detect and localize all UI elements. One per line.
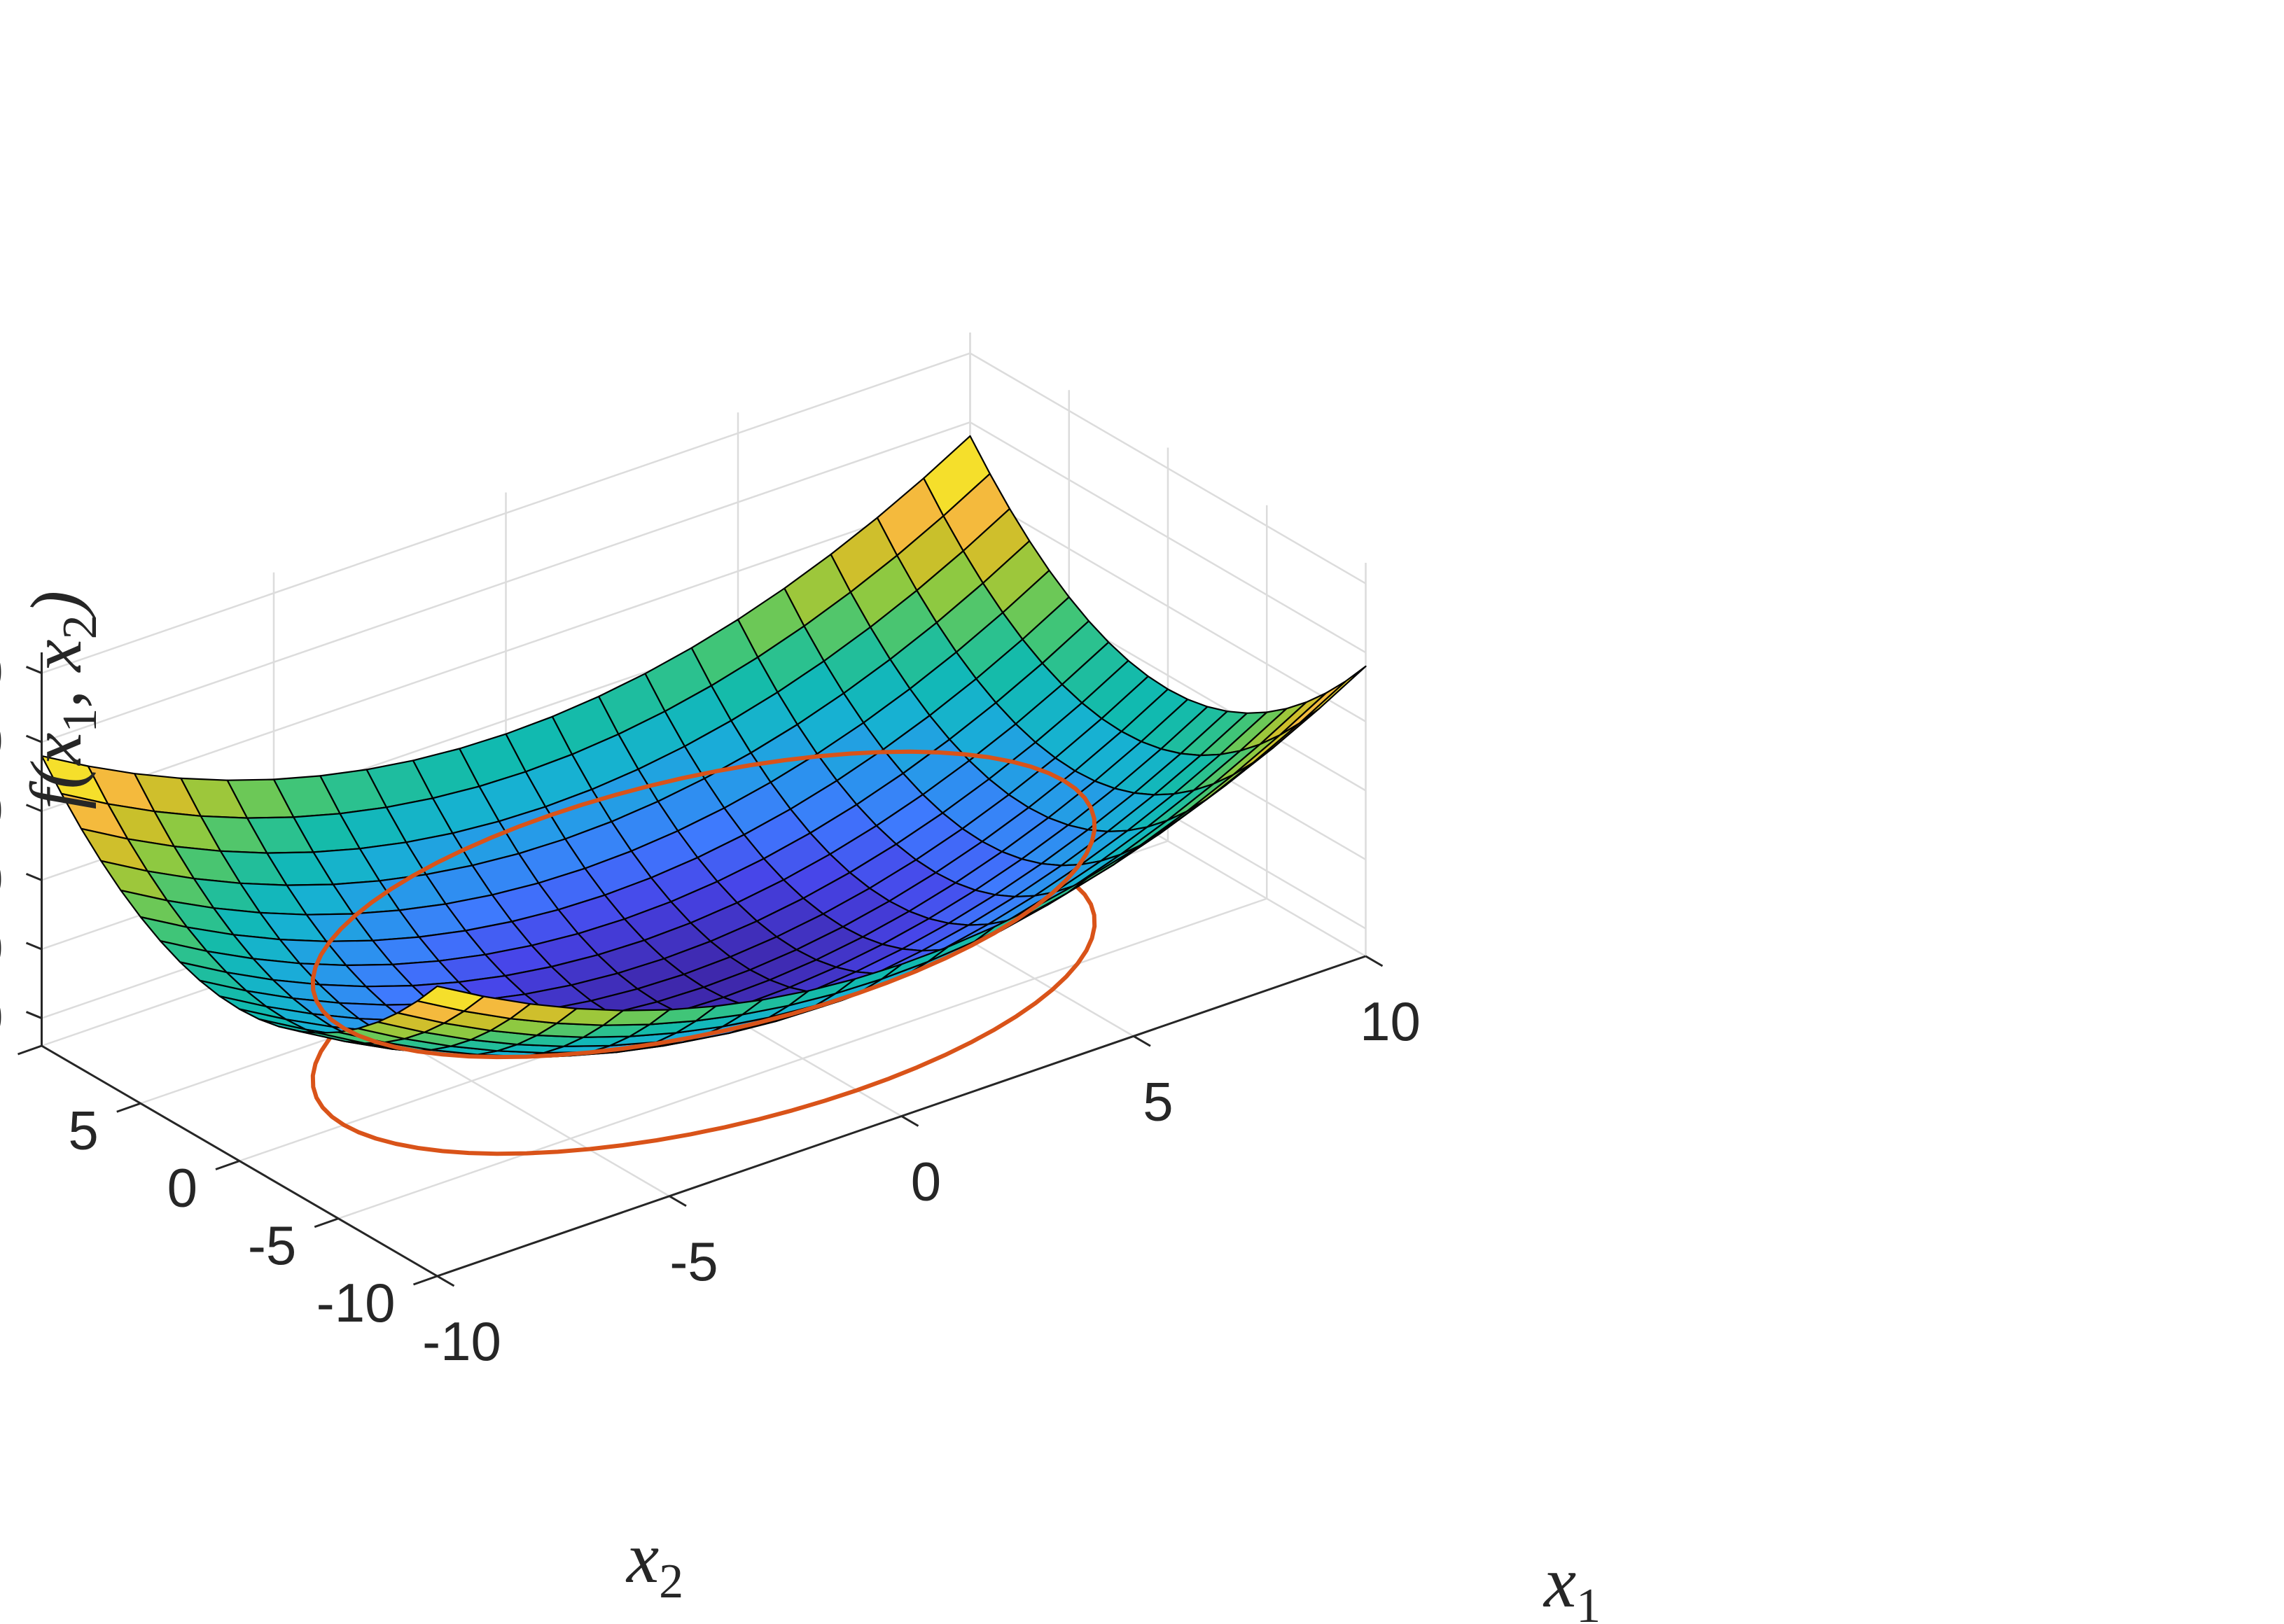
x2-axis-title: x2 bbox=[625, 1518, 683, 1609]
x1-tick-mark bbox=[900, 1115, 919, 1127]
x2-tick-mark bbox=[314, 1217, 339, 1228]
x1-tick-label: -5 bbox=[669, 1231, 718, 1292]
z-tick-mark bbox=[25, 941, 43, 951]
z-tick-mark bbox=[25, 804, 43, 813]
x1-axis-title: x1 bbox=[1543, 1542, 1601, 1624]
x2-tick-label: -5 bbox=[248, 1214, 296, 1276]
z-tick-label: 200 bbox=[0, 641, 4, 703]
z-tick-label: 100 bbox=[0, 779, 4, 841]
x2-tick-mark bbox=[413, 1275, 438, 1286]
x2-tick-mark bbox=[215, 1160, 240, 1170]
z-tick-label: 50 bbox=[0, 848, 4, 909]
z-tick-label: -50 bbox=[0, 986, 4, 1048]
surface-mesh bbox=[41, 435, 1367, 1060]
ring-upper-curve bbox=[310, 749, 1097, 1060]
x1-tick-label: 10 bbox=[1360, 990, 1421, 1052]
z-tick-mark bbox=[25, 666, 43, 674]
surface-patch bbox=[417, 985, 485, 1012]
x1-tick-mark bbox=[1133, 1035, 1151, 1047]
x1-tick-mark bbox=[1365, 955, 1384, 967]
x1-tick-label: 0 bbox=[911, 1151, 941, 1212]
x1-tick-mark bbox=[669, 1195, 687, 1208]
surface-patch bbox=[1298, 665, 1367, 724]
x1-tick-label: -10 bbox=[422, 1310, 501, 1372]
z-tick-mark bbox=[25, 1011, 43, 1019]
z-tick-label: 150 bbox=[0, 710, 4, 771]
z-tick-mark bbox=[25, 872, 43, 881]
x1-tick-mark bbox=[436, 1275, 455, 1287]
x2-tick-mark bbox=[116, 1102, 141, 1113]
x2-tick-label: -10 bbox=[316, 1272, 396, 1334]
z-tick-label: 0 bbox=[0, 917, 4, 979]
x1-tick-label: 5 bbox=[1143, 1070, 1173, 1132]
x2-tick-mark bbox=[18, 1044, 42, 1056]
x2-tick-label: 5 bbox=[68, 1099, 98, 1161]
grid-line bbox=[337, 897, 1267, 1219]
z-axis-title: f(x1, x2) bbox=[16, 591, 107, 810]
z-tick-mark bbox=[25, 734, 43, 743]
x2-tick-label: 0 bbox=[167, 1157, 197, 1219]
